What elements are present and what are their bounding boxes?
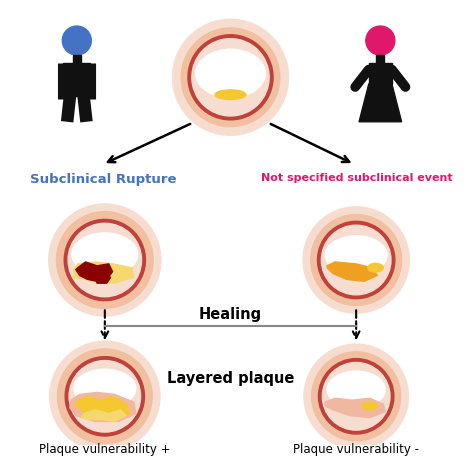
Circle shape: [68, 223, 142, 297]
Circle shape: [64, 219, 146, 300]
Circle shape: [65, 357, 145, 436]
Ellipse shape: [196, 49, 265, 98]
Polygon shape: [74, 262, 134, 283]
Circle shape: [303, 207, 410, 313]
Circle shape: [56, 212, 153, 308]
Polygon shape: [82, 410, 126, 421]
Circle shape: [57, 349, 152, 444]
Circle shape: [188, 35, 273, 120]
Circle shape: [322, 362, 390, 430]
Circle shape: [69, 360, 141, 432]
Circle shape: [192, 38, 269, 116]
Circle shape: [50, 341, 160, 452]
Polygon shape: [327, 262, 377, 281]
Circle shape: [319, 359, 394, 434]
Circle shape: [62, 26, 91, 55]
Text: Subclinical Rupture: Subclinical Rupture: [30, 173, 176, 186]
Polygon shape: [70, 393, 136, 421]
Polygon shape: [76, 262, 112, 281]
Ellipse shape: [362, 402, 377, 410]
Circle shape: [49, 204, 161, 316]
Circle shape: [366, 26, 395, 55]
Circle shape: [173, 19, 289, 135]
Ellipse shape: [368, 263, 383, 272]
Ellipse shape: [327, 371, 385, 408]
Bar: [73, 55, 81, 63]
Polygon shape: [325, 398, 385, 418]
FancyBboxPatch shape: [63, 63, 91, 96]
Text: Not specified subclinical event: Not specified subclinical event: [261, 173, 453, 183]
Circle shape: [312, 352, 401, 441]
Text: Plaque vulnerability -: Plaque vulnerability -: [293, 443, 419, 456]
Ellipse shape: [215, 90, 246, 99]
Circle shape: [311, 214, 401, 305]
Polygon shape: [359, 84, 401, 122]
Ellipse shape: [325, 236, 387, 274]
Text: Layered plaque: Layered plaque: [167, 371, 294, 387]
Circle shape: [304, 344, 409, 448]
Circle shape: [318, 221, 395, 299]
Bar: [376, 55, 384, 63]
Circle shape: [181, 28, 280, 126]
Ellipse shape: [72, 233, 137, 275]
Text: Plaque vulnerability +: Plaque vulnerability +: [39, 443, 171, 456]
Polygon shape: [95, 273, 110, 283]
Circle shape: [321, 225, 391, 295]
Text: Healing: Healing: [199, 307, 262, 322]
Ellipse shape: [74, 369, 136, 408]
Polygon shape: [76, 396, 130, 420]
FancyBboxPatch shape: [369, 63, 392, 84]
